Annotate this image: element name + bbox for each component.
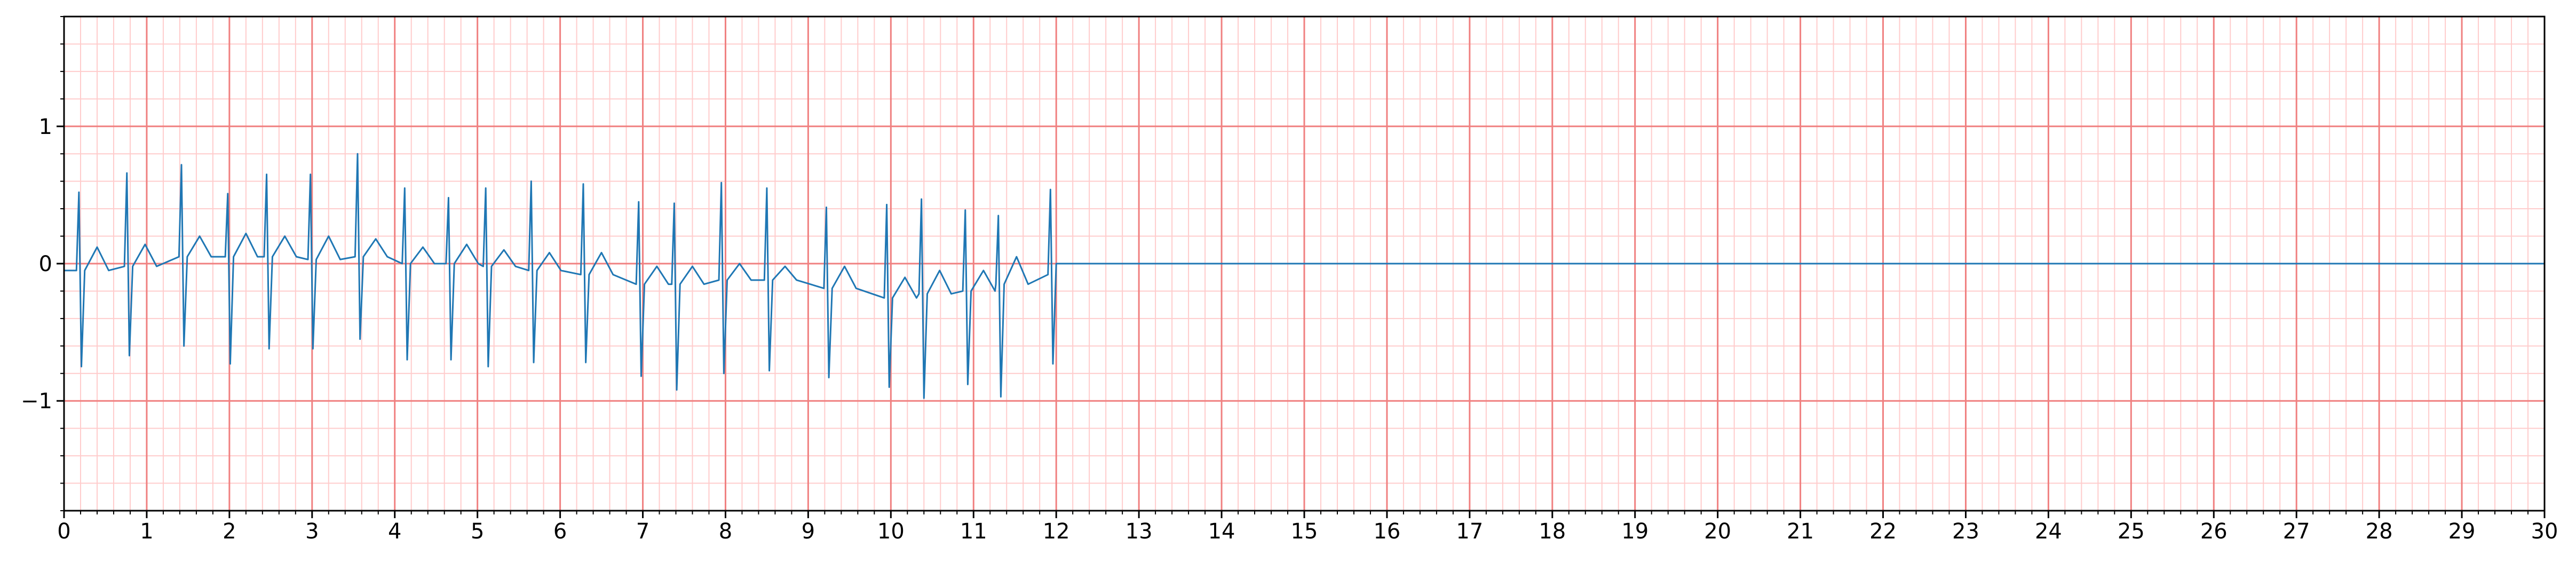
- y-tick-label: 1: [39, 115, 52, 139]
- x-tick-label: 12: [1043, 519, 1070, 544]
- x-tick-label: 13: [1125, 519, 1153, 544]
- x-tick-label: 26: [2200, 519, 2228, 544]
- x-tick-label: 3: [305, 519, 319, 544]
- x-tick-label: 0: [57, 519, 70, 544]
- x-tick-label: 18: [1539, 519, 1566, 544]
- x-tick-label: 2: [223, 519, 236, 544]
- x-tick-label: 28: [2366, 519, 2393, 544]
- x-tick-label: 8: [719, 519, 732, 544]
- x-tick-label: 27: [2283, 519, 2310, 544]
- x-tick-label: 4: [388, 519, 401, 544]
- x-tick-label: 20: [1704, 519, 1731, 544]
- plot-frame: [63, 15, 2546, 512]
- x-tick-label: 21: [1787, 519, 1814, 544]
- x-tick-label: 29: [2448, 519, 2476, 544]
- x-tick-label: 9: [802, 519, 815, 544]
- x-tick-label: 14: [1208, 519, 1235, 544]
- x-tick-label: 17: [1456, 519, 1483, 544]
- y-tick-label: 0: [39, 252, 52, 276]
- x-tick-label: 1: [140, 519, 153, 544]
- x-tick-label: 30: [2531, 519, 2558, 544]
- x-tick-label: 25: [2118, 519, 2145, 544]
- x-tick-label: 11: [960, 519, 987, 544]
- x-tick-label: 5: [471, 519, 484, 544]
- y-tick-label: −1: [21, 389, 52, 414]
- x-tick-label: 6: [553, 519, 567, 544]
- x-tick-label: 16: [1373, 519, 1400, 544]
- x-tick-label: 22: [1869, 519, 1897, 544]
- x-tick-label: 19: [1621, 519, 1648, 544]
- x-tick-label: 23: [1952, 519, 1979, 544]
- ecg-line: [64, 153, 2545, 399]
- x-tick-label: 15: [1291, 519, 1318, 544]
- x-tick-label: 24: [2035, 519, 2062, 544]
- x-tick-label: 7: [636, 519, 649, 544]
- x-tick-label: 10: [877, 519, 905, 544]
